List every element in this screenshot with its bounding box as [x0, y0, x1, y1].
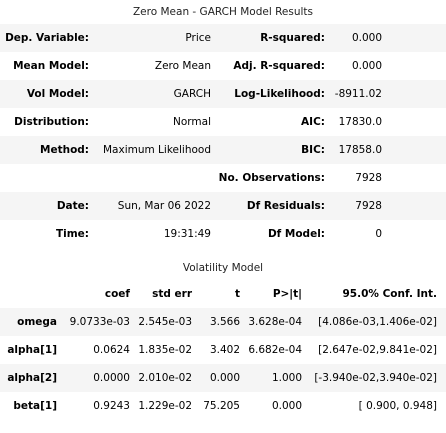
summary-label: Df Residuals: [246, 200, 325, 212]
t-cell: 75.205 [203, 400, 240, 412]
column-header: std err [152, 288, 192, 300]
summary-label: Distribution: [14, 116, 89, 128]
p-cell: 3.628e-04 [248, 316, 302, 328]
coef-cell: 0.9243 [93, 400, 130, 412]
summary-row: Date: Sun, Mar 06 2022 Df Residuals: 792… [0, 192, 446, 220]
stderr-cell: 2.010e-02 [138, 372, 192, 384]
summary-value: Zero Mean [154, 60, 211, 72]
table-row: alpha[1] 0.0624 1.835e-02 3.402 6.682e-0… [0, 336, 446, 364]
column-header: 95.0% Conf. Int. [342, 288, 437, 300]
summary-row: Method: Maximum Likelihood BIC: 17858.0 [0, 136, 446, 164]
summary-row: Time: 19:31:49 Df Model: 0 [0, 220, 446, 248]
summary-value: GARCH [173, 88, 211, 100]
summary-value: 0.000 [351, 32, 382, 44]
p-cell: 1.000 [271, 372, 302, 384]
summary-row: Dep. Variable: Price R-squared: 0.000 [0, 24, 446, 52]
summary-value: 0 [375, 228, 382, 240]
volatility-table-title: Volatility Model [182, 262, 264, 274]
parameter-name: alpha[2] [7, 372, 57, 384]
summary-row: Vol Model: GARCH Log-Likelihood: -8911.0… [0, 80, 446, 108]
summary-label: Date: [56, 200, 89, 212]
summary-label: Adj. R-squared: [233, 60, 325, 72]
summary-label: Log-Likelihood: [234, 88, 325, 100]
stderr-cell: 1.835e-02 [138, 344, 192, 356]
conf-int-cell: [ 0.900, 0.948] [358, 400, 437, 412]
t-cell: 0.000 [209, 372, 240, 384]
summary-label: Vol Model: [26, 88, 89, 100]
summary-label: R-squared: [260, 32, 325, 44]
summary-value: Price [185, 32, 211, 44]
summary-row: No. Observations: 7928 [0, 164, 446, 192]
conf-int-cell: [2.647e-02,9.841e-02] [318, 344, 437, 356]
coef-cell: 9.0733e-03 [69, 316, 130, 328]
stderr-cell: 2.545e-03 [138, 316, 192, 328]
t-cell: 3.402 [209, 344, 240, 356]
parameter-name: alpha[1] [7, 344, 57, 356]
summary-label [0, 164, 89, 192]
parameter-name: beta[1] [13, 400, 57, 412]
coef-cell: 0.0000 [93, 372, 130, 384]
t-cell: 3.566 [209, 316, 240, 328]
conf-int-cell: [-3.940e-02,3.940e-02] [314, 372, 437, 384]
table-row: beta[1] 0.9243 1.229e-02 75.205 0.000 [ … [0, 392, 446, 420]
summary-label: No. Observations: [218, 172, 325, 184]
summary-value: Sun, Mar 06 2022 [117, 200, 211, 212]
summary-table-title: Zero Mean - GARCH Model Results [132, 6, 313, 18]
summary-value: 0.000 [351, 60, 382, 72]
summary-label: Dep. Variable: [5, 32, 89, 44]
summary-value: Normal [173, 116, 211, 128]
parameter-name: omega [17, 316, 57, 328]
summary-value: -8911.02 [334, 88, 382, 100]
summary-label: Mean Model: [13, 60, 89, 72]
summary-label: Time: [55, 228, 89, 240]
table-row: alpha[2] 0.0000 2.010e-02 0.000 1.000 [-… [0, 364, 446, 392]
column-header: P>|t| [272, 288, 302, 300]
conf-int-cell: [4.086e-03,1.406e-02] [318, 316, 437, 328]
summary-label: Method: [40, 144, 89, 156]
summary-value: 17858.0 [338, 144, 382, 156]
coef-cell: 0.0624 [93, 344, 130, 356]
p-cell: 6.682e-04 [248, 344, 302, 356]
column-header: t [234, 288, 240, 300]
summary-row: Distribution: Normal AIC: 17830.0 [0, 108, 446, 136]
column-header: coef [104, 288, 130, 300]
summary-value: Maximum Likelihood [102, 144, 211, 156]
table-row: omega 9.0733e-03 2.545e-03 3.566 3.628e-… [0, 308, 446, 336]
summary-value: 19:31:49 [163, 228, 211, 240]
summary-value: 7928 [355, 172, 382, 184]
summary-row: Mean Model: Zero Mean Adj. R-squared: 0.… [0, 52, 446, 80]
p-cell: 0.000 [271, 400, 302, 412]
summary-label: Df Model: [267, 228, 325, 240]
summary-value: 7928 [355, 200, 382, 212]
stderr-cell: 1.229e-02 [138, 400, 192, 412]
summary-label: BIC: [301, 144, 325, 156]
summary-label: AIC: [301, 116, 325, 128]
volatility-header-row: coef std err t P>|t| 95.0% Conf. Int. [0, 280, 446, 308]
summary-value [95, 164, 211, 192]
summary-value: 17830.0 [338, 116, 382, 128]
